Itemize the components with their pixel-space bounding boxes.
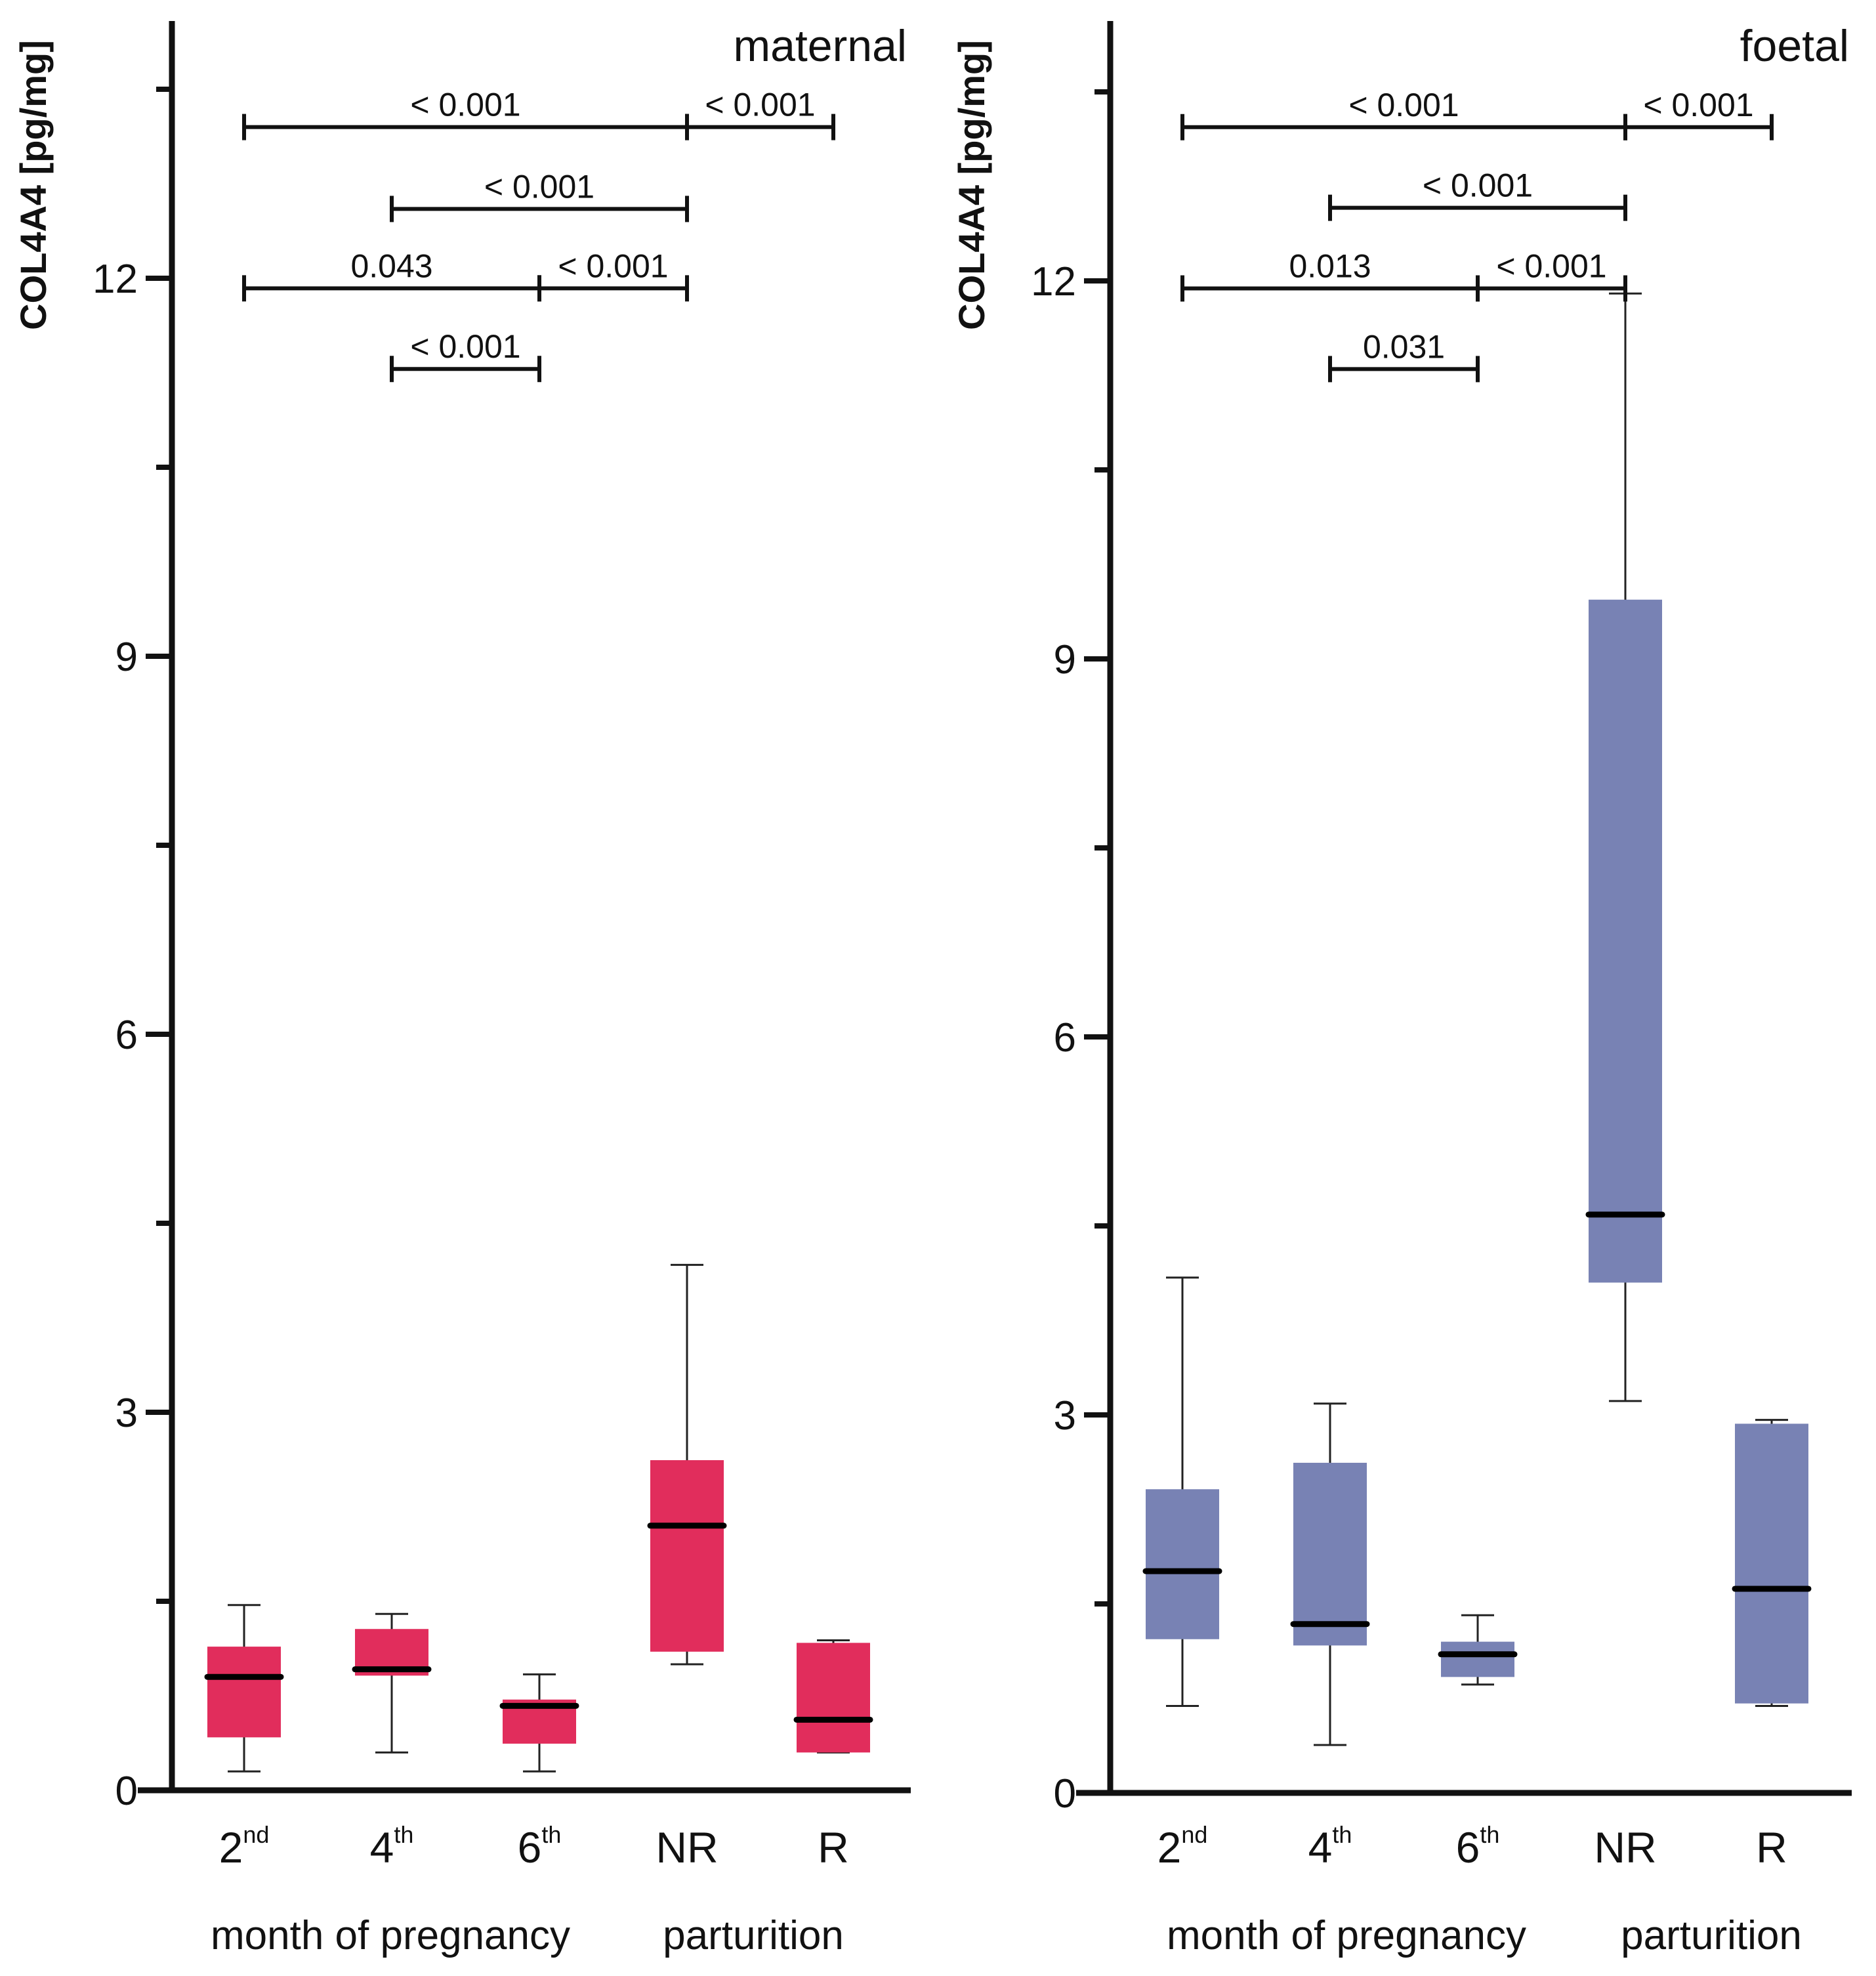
p-value-label: < 0.001 bbox=[558, 247, 668, 284]
significance-bracket: < 0.001 bbox=[1328, 167, 1627, 221]
significance-bracket: 0.043 bbox=[242, 247, 541, 302]
group-label-pregnancy: month of pregnancy bbox=[211, 1913, 570, 1958]
y-ticks: 0 3 6 9 12 bbox=[93, 87, 172, 1814]
p-value-label: < 0.001 bbox=[484, 168, 594, 205]
panel-title: foetal bbox=[1740, 21, 1849, 71]
y-tick-label: 12 bbox=[1031, 259, 1076, 305]
significance-bracket: < 0.001 bbox=[390, 328, 541, 383]
p-value-label: < 0.001 bbox=[410, 328, 520, 365]
box-2 bbox=[1438, 1614, 1518, 1686]
p-value-label: 0.013 bbox=[1289, 248, 1371, 285]
category-label: R bbox=[1756, 1823, 1787, 1872]
significance-bracket: < 0.001 bbox=[242, 87, 689, 140]
y-tick-label: 3 bbox=[1054, 1393, 1076, 1439]
significance-bracket: < 0.001 bbox=[1623, 87, 1774, 140]
significance-bracket: 0.031 bbox=[1328, 328, 1480, 383]
p-value-label: 0.031 bbox=[1363, 328, 1445, 365]
category-label: NR bbox=[656, 1823, 718, 1872]
significance-bracket: < 0.001 bbox=[390, 168, 689, 222]
category-label: 6th bbox=[1456, 1821, 1500, 1872]
significance-bracket: < 0.001 bbox=[1476, 248, 1627, 302]
p-value-label: 0.043 bbox=[350, 247, 432, 284]
y-ticks: 0 3 6 9 12 bbox=[1031, 89, 1110, 1817]
box-0 bbox=[204, 1604, 284, 1773]
category-label: 6th bbox=[518, 1821, 562, 1872]
box-4 bbox=[793, 1639, 873, 1754]
p-value-label: < 0.001 bbox=[1348, 87, 1459, 123]
box-3 bbox=[1585, 292, 1665, 1402]
box-1 bbox=[1290, 1402, 1370, 1746]
group-label-pregnancy: month of pregnancy bbox=[1167, 1913, 1526, 1958]
box-2 bbox=[499, 1673, 579, 1773]
y-tick-label: 12 bbox=[93, 257, 138, 302]
box-iqr bbox=[1293, 1462, 1367, 1646]
box-4 bbox=[1732, 1419, 1812, 1708]
significance-bracket: 0.013 bbox=[1180, 248, 1480, 302]
box-1 bbox=[352, 1612, 432, 1754]
category-labels: 2nd 4th 6th NR R bbox=[219, 1821, 849, 1872]
category-label: 2nd bbox=[1157, 1821, 1208, 1872]
p-value-label: < 0.001 bbox=[1643, 87, 1753, 123]
y-tick-label: 6 bbox=[115, 1013, 138, 1058]
p-value-label: < 0.001 bbox=[1496, 248, 1606, 285]
box-iqr bbox=[207, 1647, 281, 1738]
p-value-label: < 0.001 bbox=[1423, 167, 1533, 204]
significance-brackets: < 0.001 < 0.001 < 0.001 0.043 < 0.001 < 0.001 bbox=[242, 87, 835, 383]
box-iqr bbox=[797, 1643, 870, 1753]
boxes bbox=[1142, 292, 1812, 1746]
p-value-label: < 0.001 bbox=[410, 87, 520, 123]
category-label: R bbox=[818, 1823, 849, 1872]
category-labels: 2nd 4th 6th NR R bbox=[1157, 1821, 1787, 1872]
box-iqr bbox=[1146, 1489, 1219, 1639]
y-axis-label: COL4A4 [pg/mg] bbox=[12, 40, 54, 330]
box-iqr bbox=[650, 1460, 724, 1652]
significance-bracket: < 0.001 bbox=[1180, 87, 1627, 140]
y-tick-label: 0 bbox=[1054, 1771, 1076, 1817]
significance-bracket: < 0.001 bbox=[537, 247, 689, 302]
box-0 bbox=[1142, 1276, 1222, 1708]
category-label: 4th bbox=[370, 1821, 414, 1872]
y-tick-label: 6 bbox=[1054, 1015, 1076, 1061]
group-label-parturition: parturition bbox=[1621, 1913, 1802, 1958]
box-iqr bbox=[1735, 1423, 1808, 1704]
y-axis-label: COL4A4 [pg/mg] bbox=[951, 40, 992, 330]
category-label: NR bbox=[1594, 1823, 1656, 1872]
p-value-label: < 0.001 bbox=[705, 87, 815, 123]
box-iqr bbox=[1441, 1641, 1514, 1677]
y-tick-label: 9 bbox=[1054, 637, 1076, 683]
group-label-parturition: parturition bbox=[663, 1913, 844, 1958]
box-iqr bbox=[1589, 599, 1662, 1283]
y-tick-label: 3 bbox=[115, 1391, 138, 1436]
panel-title: maternal bbox=[733, 21, 907, 71]
y-tick-label: 0 bbox=[115, 1769, 138, 1814]
y-tick-label: 9 bbox=[115, 635, 138, 680]
box-3 bbox=[647, 1263, 727, 1666]
boxes bbox=[204, 1263, 873, 1773]
significance-bracket: < 0.001 bbox=[685, 87, 835, 140]
category-label: 2nd bbox=[219, 1821, 270, 1872]
significance-brackets: < 0.001 < 0.001 < 0.001 0.013 < 0.001 0.031 bbox=[1180, 87, 1774, 383]
category-label: 4th bbox=[1308, 1821, 1352, 1872]
